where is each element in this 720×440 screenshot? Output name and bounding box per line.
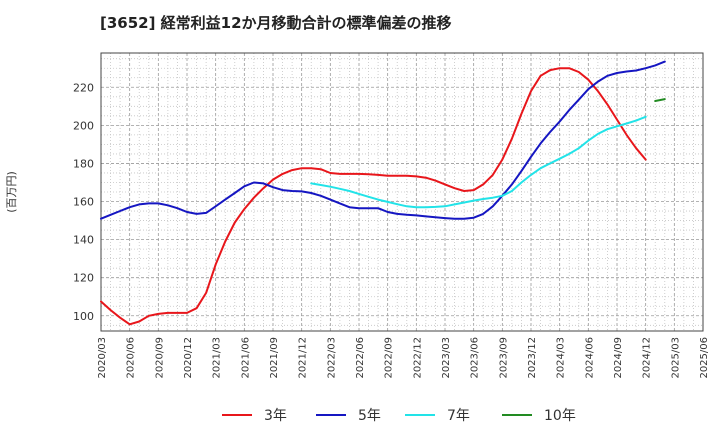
series-line-3年 — [100, 67, 647, 326]
y-tick-label: 160 — [73, 196, 94, 209]
x-tick-label: 2022/06 — [355, 337, 366, 379]
legend-label: 3年 — [264, 408, 287, 424]
y-axis-label: (百万円) — [5, 171, 18, 213]
chart-title: [3652] 経常利益12か月移動合計の標準偏差の推移 — [100, 14, 452, 32]
legend-label: 5年 — [358, 408, 381, 424]
x-tick-label: 2022/03 — [326, 337, 337, 379]
x-tick-label: 2021/06 — [240, 337, 251, 379]
x-tick-label: 2021/12 — [298, 337, 309, 379]
series-line-5年 — [100, 60, 666, 220]
x-tick-label: 2020/03 — [97, 337, 108, 379]
x-tick-label: 2021/03 — [212, 337, 223, 379]
x-tick-label: 2023/06 — [470, 337, 481, 379]
y-tick-label: 180 — [73, 157, 94, 170]
x-tick-label: 2023/12 — [527, 337, 538, 379]
x-tick-label: 2023/09 — [498, 337, 509, 379]
legend-label: 10年 — [544, 408, 576, 424]
x-tick-label: 2024/09 — [613, 337, 624, 379]
series-line-10年 — [654, 98, 666, 102]
legend-label: 7年 — [447, 408, 470, 424]
y-tick-label: 140 — [73, 234, 94, 247]
x-tick-label: 2020/09 — [154, 337, 165, 379]
x-tick-label: 2020/12 — [183, 337, 194, 379]
x-tick-label: 2022/12 — [412, 337, 423, 379]
plot-frame — [100, 52, 704, 332]
x-tick-label: 2022/09 — [384, 337, 395, 379]
x-tick-label: 2024/12 — [642, 337, 653, 379]
x-tick-label: 2025/06 — [699, 337, 710, 379]
x-tick-label: 2020/06 — [126, 337, 137, 379]
x-tick-label: 2024/03 — [556, 337, 567, 379]
series-line-7年 — [310, 115, 647, 209]
y-tick-label: 220 — [73, 81, 94, 94]
x-tick-label: 2024/06 — [584, 337, 595, 379]
y-tick-label: 200 — [73, 119, 94, 132]
x-tick-label: 2023/03 — [441, 337, 452, 379]
x-tick-label: 2021/09 — [269, 337, 280, 379]
y-tick-label: 100 — [73, 310, 94, 323]
x-tick-label: 2025/03 — [670, 337, 681, 379]
y-tick-label: 120 — [73, 272, 94, 285]
